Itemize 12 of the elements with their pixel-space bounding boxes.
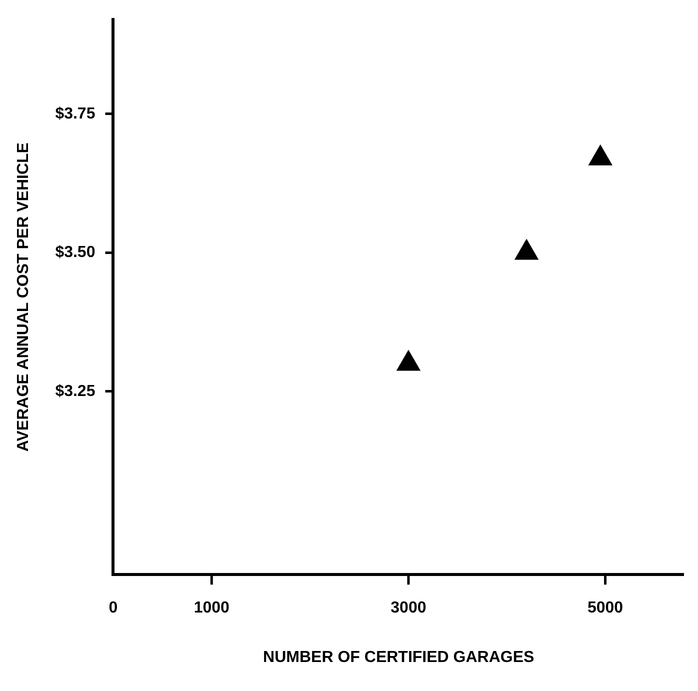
- y-tick-label: $3.75: [55, 105, 96, 122]
- point: [588, 144, 612, 166]
- y-tick-label: $3.50: [55, 244, 96, 262]
- x-tick-label: 5000: [587, 600, 624, 617]
- y-tick-label: $3.25: [55, 382, 96, 400]
- x-axis-title: NUMBER OF CERTIFIED GARAGES: [263, 648, 534, 666]
- point: [396, 350, 420, 371]
- point: [514, 239, 538, 260]
- x-tick-label: 0: [108, 600, 118, 617]
- y-axis-title: AVERAGE ANNUAL COST PER VEHICLE: [15, 142, 32, 452]
- x-tick-label: 3000: [390, 600, 426, 617]
- x-tick-label: 1000: [194, 600, 230, 617]
